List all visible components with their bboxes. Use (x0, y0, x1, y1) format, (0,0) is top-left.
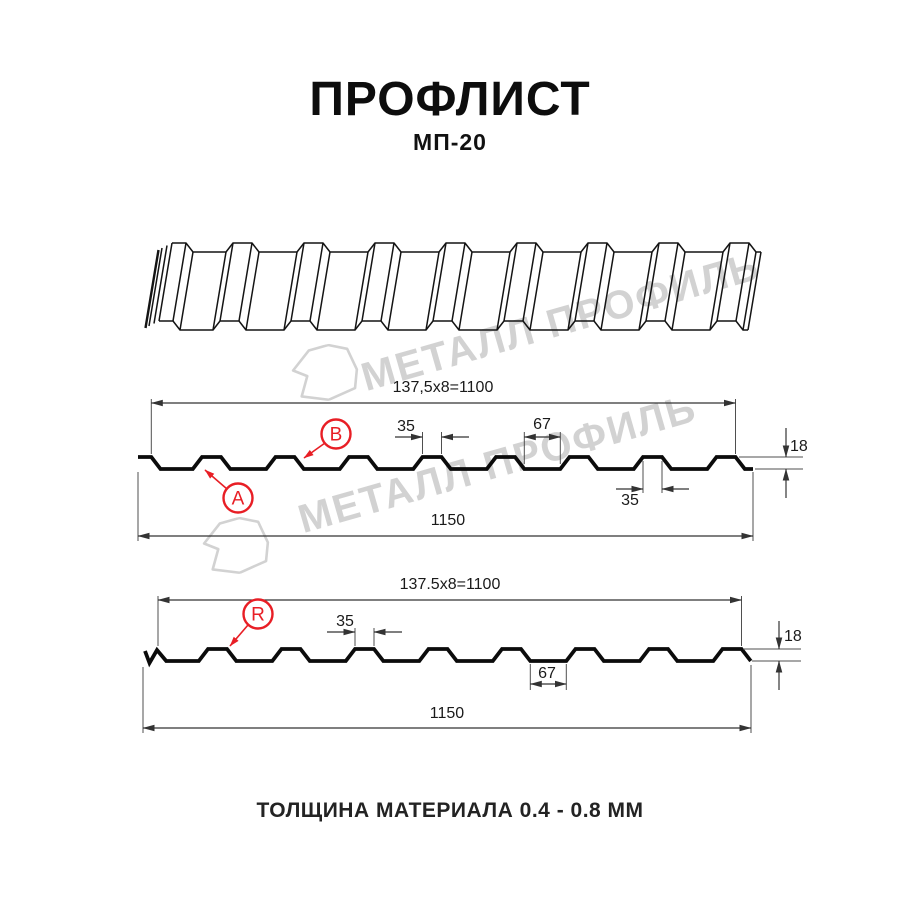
cross-section-b: 137.5x8=1100 35 67 18 1150 R (142, 576, 802, 733)
dimension-label-rib-bottom: 35 (621, 492, 639, 509)
label-b-badge (320, 418, 352, 450)
profile-sheet-3d-view (144, 242, 762, 331)
profile-outline-b (143, 646, 753, 668)
dimension-label-overall-width: 1150 (430, 705, 465, 722)
label-b-text: B (330, 425, 343, 446)
cross-section-a: 137,5x8=1100 35 67 35 18 1150 B A (137, 379, 808, 541)
material-thickness-note: ТОЛЩИНА МАТЕРИАЛА 0.4 - 0.8 ММ (256, 799, 644, 822)
dimension-label-rib-top: 35 (336, 613, 354, 630)
page-subtitle: МП-20 (413, 129, 487, 155)
dimension-label-height: 18 (784, 628, 802, 645)
dimension-label-flange: 67 (538, 665, 556, 682)
dimension-label-coverage-width: 137,5x8=1100 (393, 379, 494, 396)
label-r-badge (242, 598, 274, 630)
dimension-label-height: 18 (790, 438, 808, 455)
label-a-text: A (232, 489, 245, 510)
profile-outline-a (138, 455, 753, 471)
dimension-label-overall-width: 1150 (431, 512, 466, 529)
dimension-label-flange: 67 (533, 416, 551, 433)
label-r-text: R (251, 605, 265, 626)
dimension-label-coverage-width: 137.5x8=1100 (400, 576, 501, 593)
dimension-label-rib-top: 35 (397, 418, 415, 435)
metall-profil-logo-icon (291, 343, 359, 402)
page-title: ПРОФЛИСТ (309, 73, 591, 126)
label-a-badge (222, 482, 254, 514)
